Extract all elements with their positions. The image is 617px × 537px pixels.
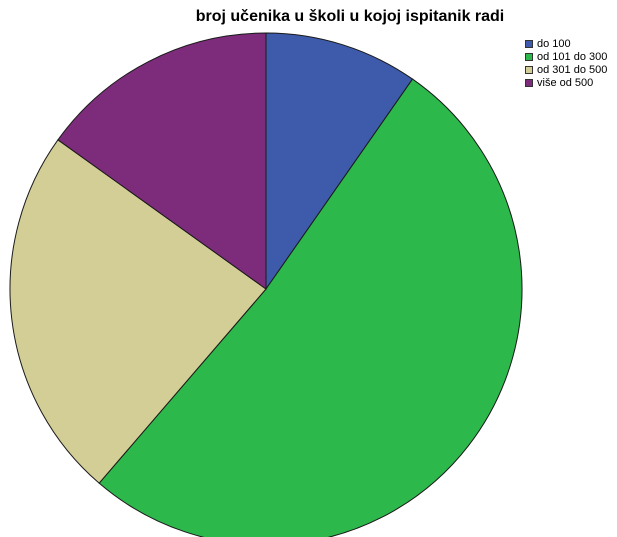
legend-item-2: od 101 do 300 — [525, 50, 607, 63]
legend-swatch — [525, 78, 533, 87]
pie-slice-2 — [98, 78, 523, 537]
chart-title: broj učenika u školi u kojoj ispitanik r… — [195, 8, 505, 25]
legend-item-3: od 301 do 500 — [525, 63, 607, 76]
pie-slice-1 — [265, 32, 414, 291]
legend-item-4: više od 500 — [525, 76, 607, 89]
legend-label: više od 500 — [537, 76, 594, 89]
legend-swatch — [525, 52, 533, 61]
pie-slice-4 — [57, 32, 267, 290]
pie-slice-3 — [9, 139, 267, 484]
legend-item-1: do 100 — [525, 37, 607, 50]
legend-label: do 100 — [537, 37, 571, 50]
legend-label: od 301 do 500 — [537, 63, 608, 76]
legend-swatch — [525, 65, 533, 74]
legend: do 100 od 101 do 300 od 301 do 500 više od … — [525, 37, 607, 89]
legend-swatch — [525, 39, 533, 48]
legend-label: od 101 do 300 — [537, 50, 608, 63]
